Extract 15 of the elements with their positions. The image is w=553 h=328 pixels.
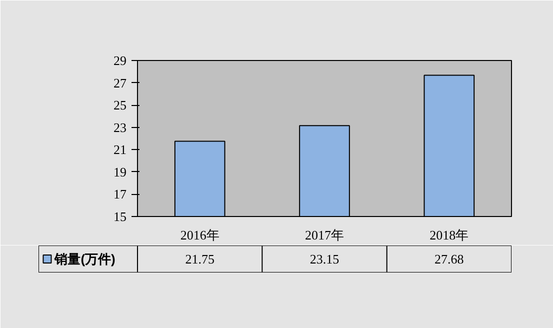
data-label: 27.68 [434,252,464,266]
y-tick-label: 23 [114,120,126,135]
y-tick-label: 15 [114,209,126,224]
y-tick-label: 25 [114,98,126,113]
x-tick-label: 2016年 [180,228,220,242]
y-tick-label: 19 [114,164,126,180]
y-tick-label: 27 [114,75,127,90]
legend-label: 销量(万件) [54,252,116,266]
y-tick-label: 21 [114,142,126,158]
data-label: 23.15 [310,252,340,266]
x-tick-label: 2017年 [305,228,344,242]
data-label: 21.75 [185,252,214,266]
y-tick-label: 29 [114,53,126,68]
x-tick-label: 2018年 [430,228,469,242]
y-tick-label: 17 [114,186,127,202]
